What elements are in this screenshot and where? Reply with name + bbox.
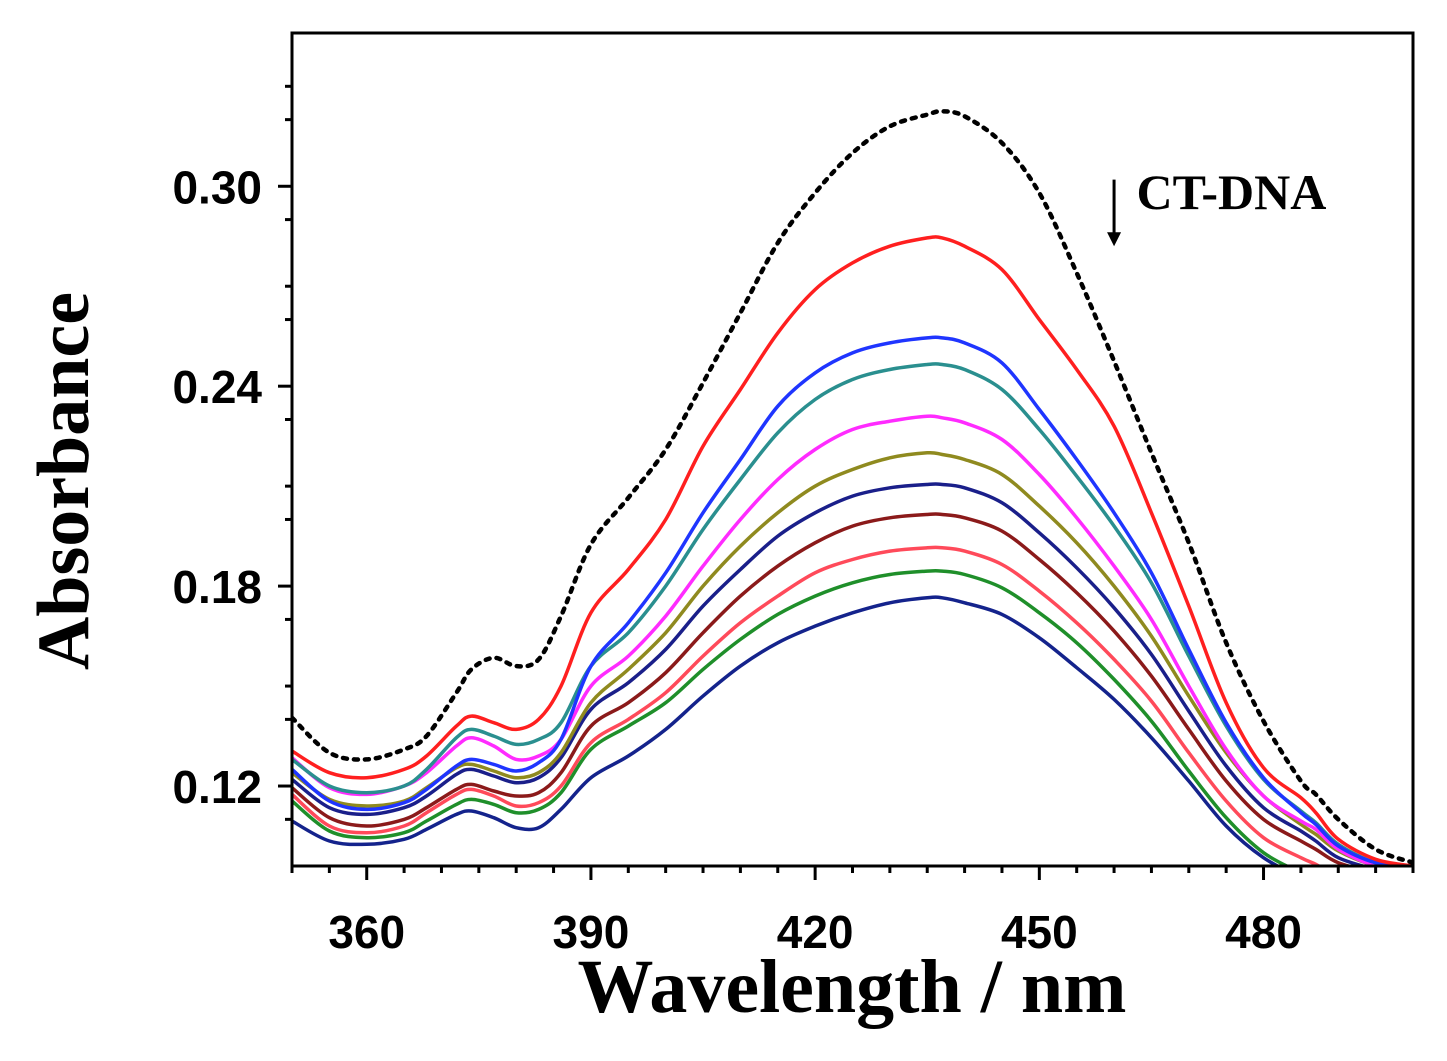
- x-tick-label: 360: [328, 906, 405, 958]
- spectrum-line-5: [292, 414, 1383, 866]
- x-tick-label: 390: [553, 906, 630, 958]
- spectrum-line-9: [292, 545, 1323, 866]
- x-tick-label: 420: [777, 906, 854, 958]
- x-tick-label: 480: [1225, 906, 1302, 958]
- spectrum-line-8: [292, 512, 1355, 866]
- spectrum-line-1: [292, 109, 1413, 865]
- x-tick-label: 450: [1001, 906, 1078, 958]
- ct-dna-label: CT-DNA: [1136, 164, 1326, 220]
- spectrum-line-6: [292, 450, 1383, 866]
- y-tick-label: 0.18: [172, 561, 262, 613]
- y-tick-label: 0.24: [172, 361, 262, 413]
- spectrum-line-11: [292, 595, 1281, 866]
- x-axis-title: Wavelength / nm: [578, 945, 1127, 1029]
- ct-dna-arrow-head: [1107, 232, 1122, 247]
- spectrum-line-3: [292, 335, 1413, 866]
- annotation-group: CT-DNA: [1107, 164, 1326, 247]
- y-tick-label: 0.12: [172, 761, 262, 813]
- spectrum-line-10: [292, 568, 1291, 866]
- spectra-group: [292, 109, 1413, 866]
- y-tick-label: 0.30: [172, 161, 262, 213]
- spectrum-line-7: [292, 482, 1370, 866]
- x-axis-ticks: 360 390 420 450 480: [290, 866, 1415, 958]
- spectrum-line-2: [292, 235, 1413, 866]
- y-axis-title: Absorbance: [23, 292, 105, 670]
- y-axis-ticks: 0.12 0.18 0.24 0.30: [172, 84, 292, 821]
